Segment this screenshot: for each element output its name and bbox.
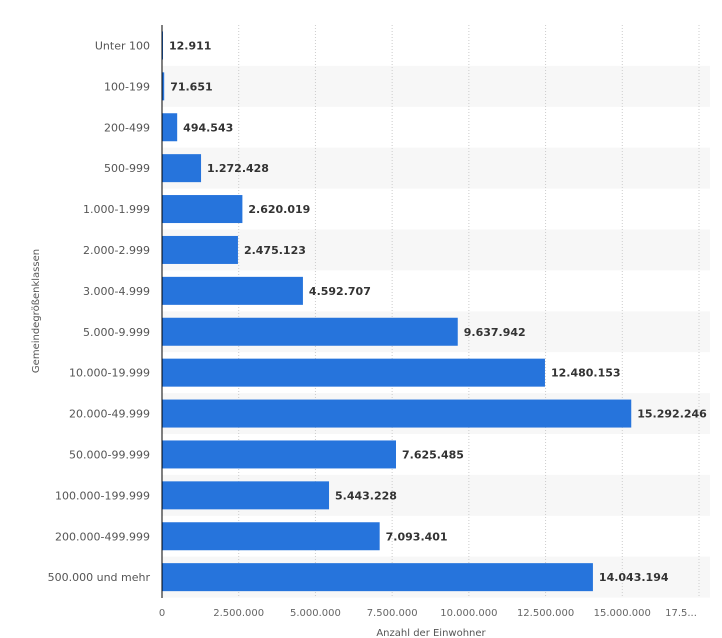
category-label-9: 20.000-49.999 [69, 408, 150, 421]
x-tick-label-1: 2.500.000 [213, 608, 264, 619]
bar-3 [162, 154, 202, 183]
category-label-5: 2.000-2.999 [83, 244, 150, 257]
bar-9 [162, 399, 632, 428]
value-label-6: 4.592.707 [309, 285, 371, 298]
value-label-8: 12.480.153 [551, 367, 621, 380]
bar-6 [162, 276, 303, 305]
bar-8 [162, 358, 545, 387]
row-band [162, 147, 710, 189]
x-tick-label-4: 10.000.000 [440, 608, 497, 619]
x-tick-label-5: 12.500.000 [517, 608, 574, 619]
value-label-9: 15.292.246 [637, 408, 707, 421]
category-label-6: 3.000-4.999 [83, 285, 150, 298]
category-label-4: 1.000-1.999 [83, 203, 150, 216]
bar-7 [162, 317, 458, 346]
value-label-12: 7.093.401 [386, 530, 448, 543]
bar-4 [162, 195, 243, 224]
category-label-7: 5.000-9.999 [83, 326, 150, 339]
bar-11 [162, 481, 330, 510]
x-tick-label-0: 0 [159, 608, 165, 619]
category-label-0: Unter 100 [95, 39, 150, 52]
category-label-11: 100.000-199.999 [55, 489, 150, 502]
value-label-13: 14.043.194 [599, 571, 669, 584]
value-label-10: 7.625.485 [402, 448, 464, 461]
value-label-5: 2.475.123 [244, 244, 306, 257]
bar-12 [162, 522, 380, 551]
category-label-12: 200.000-499.999 [55, 530, 150, 543]
category-label-2: 200-499 [104, 121, 150, 134]
category-label-1: 100-199 [104, 80, 150, 93]
value-label-7: 9.637.942 [464, 326, 526, 339]
row-band [162, 65, 710, 107]
y-axis-label: Gemeindegrößenklassen [31, 249, 42, 373]
x-axis-label: Anzahl der Einwohner [376, 628, 486, 638]
value-label-2: 494.543 [183, 121, 233, 134]
category-label-13: 500.000 und mehr [48, 571, 151, 584]
value-label-1: 71.651 [170, 80, 212, 93]
x-tick-label-6: 15.000.000 [594, 608, 651, 619]
bar-2 [162, 113, 178, 142]
x-tick-label-7: 17.5... [665, 608, 697, 619]
category-label-3: 500-999 [104, 162, 150, 175]
bar-1 [162, 72, 165, 101]
x-tick-label-3: 7.500.000 [367, 608, 418, 619]
row-band [162, 229, 710, 271]
value-label-3: 1.272.428 [207, 162, 269, 175]
value-label-4: 2.620.019 [248, 203, 310, 216]
category-label-8: 10.000-19.999 [69, 367, 150, 380]
value-label-0: 12.911 [169, 39, 211, 52]
bar-13 [162, 563, 593, 592]
category-label-10: 50.000-99.999 [69, 448, 150, 461]
x-tick-label-2: 5.000.000 [290, 608, 341, 619]
bar-5 [162, 235, 238, 264]
value-label-11: 5.443.228 [335, 489, 397, 502]
bar-10 [162, 440, 396, 469]
